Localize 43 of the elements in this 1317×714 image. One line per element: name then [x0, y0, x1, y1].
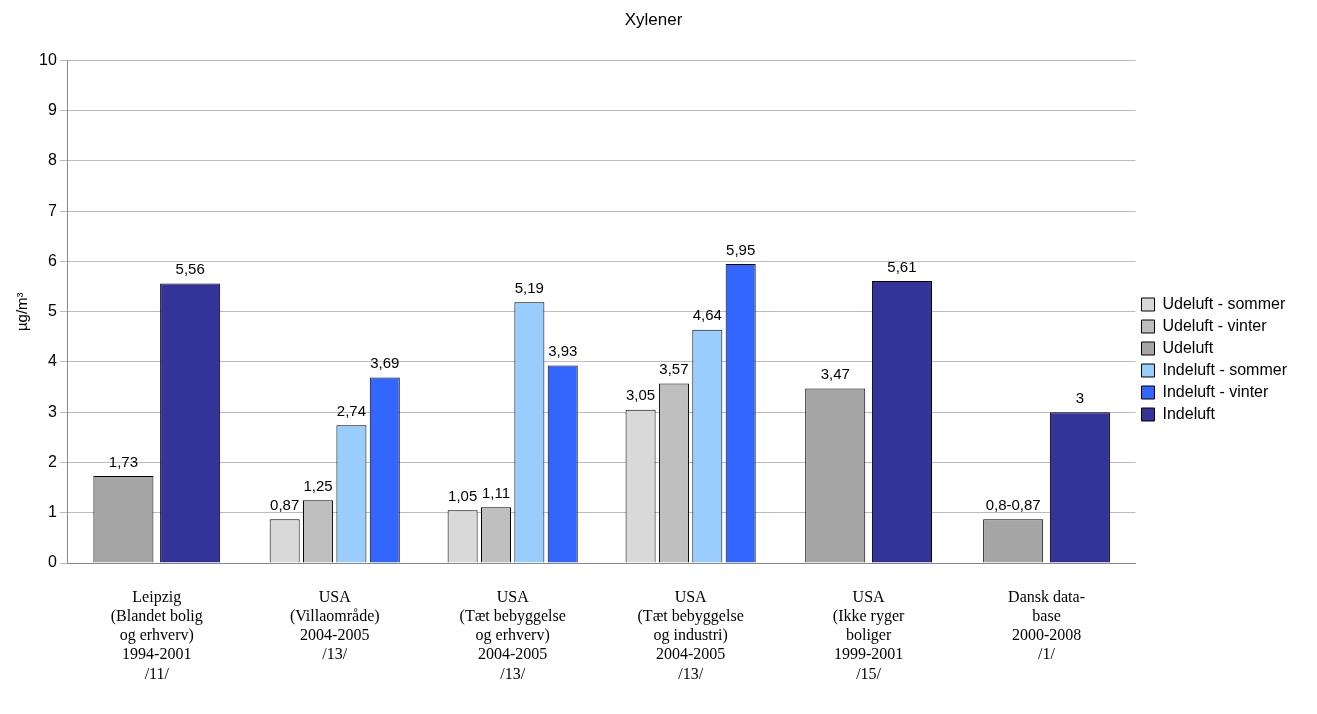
y-tick-label: 6	[47, 251, 57, 269]
x-tick-label: USA (Tæt bebyggelse og industri) 2004-2005 /13/	[637, 587, 744, 682]
data-label: 5,61	[887, 257, 917, 275]
data-label: 4,64	[692, 306, 722, 324]
data-label: 3,47	[820, 365, 850, 383]
data-label: 3,69	[370, 354, 400, 372]
y-tick-label: 0	[47, 553, 57, 571]
y-tick-label: 8	[47, 151, 57, 169]
y-tick-label: 1	[47, 503, 57, 521]
x-tick-label: USA (Tæt bebyggelse og erhverv) 2004-2005 /13/	[459, 587, 566, 682]
legend-label: Indeluft - sommer	[1162, 360, 1288, 378]
data-label: 0,8-0,87	[985, 495, 1041, 513]
x-tick-label: USA (Villaområde) 2004-2005 /13/	[289, 587, 380, 663]
y-tick-label: 2	[47, 452, 57, 470]
data-label: 0,87	[270, 495, 300, 513]
x-tick-label: Dansk data- base 2000-2008 /1/	[1008, 587, 1085, 663]
data-label: 1,05	[448, 486, 478, 504]
data-label: 5,95	[726, 240, 756, 258]
y-tick-label: 4	[47, 352, 57, 370]
y-axis-title: µg/m³	[13, 292, 31, 332]
data-label: 1,11	[481, 483, 511, 501]
data-label: 5,56	[175, 260, 205, 278]
x-tick-label: Leipzig (Blandet bolig og erhverv) 1994-2001 /11/	[110, 587, 203, 682]
y-tick-label: 10	[39, 50, 57, 68]
data-label: 3,05	[625, 386, 656, 404]
legend-label: Udeluft	[1162, 338, 1214, 356]
legend-label: Udeluft - vinter	[1162, 316, 1268, 334]
legend-label: Udeluft - sommer	[1162, 294, 1286, 312]
data-label: 3,93	[548, 342, 578, 360]
x-tick-label: USA (Ikke ryger boliger 1999-2001 /15/	[832, 587, 906, 682]
data-label: 1,73	[108, 452, 139, 470]
y-tick-label: 7	[47, 201, 57, 219]
data-label: 2,74	[336, 401, 367, 419]
chart-title: Xylener	[624, 9, 683, 29]
y-tick-label: 9	[47, 101, 57, 119]
data-label: 3,57	[659, 360, 689, 378]
data-label: 3	[1075, 388, 1085, 406]
legend-label: Indeluft	[1162, 404, 1216, 422]
data-label: 5,19	[514, 278, 544, 296]
y-tick-label: 5	[47, 302, 57, 320]
y-tick-label: 3	[47, 402, 57, 420]
data-label: 1,25	[303, 476, 333, 494]
legend-label: Indeluft - vinter	[1162, 382, 1270, 400]
